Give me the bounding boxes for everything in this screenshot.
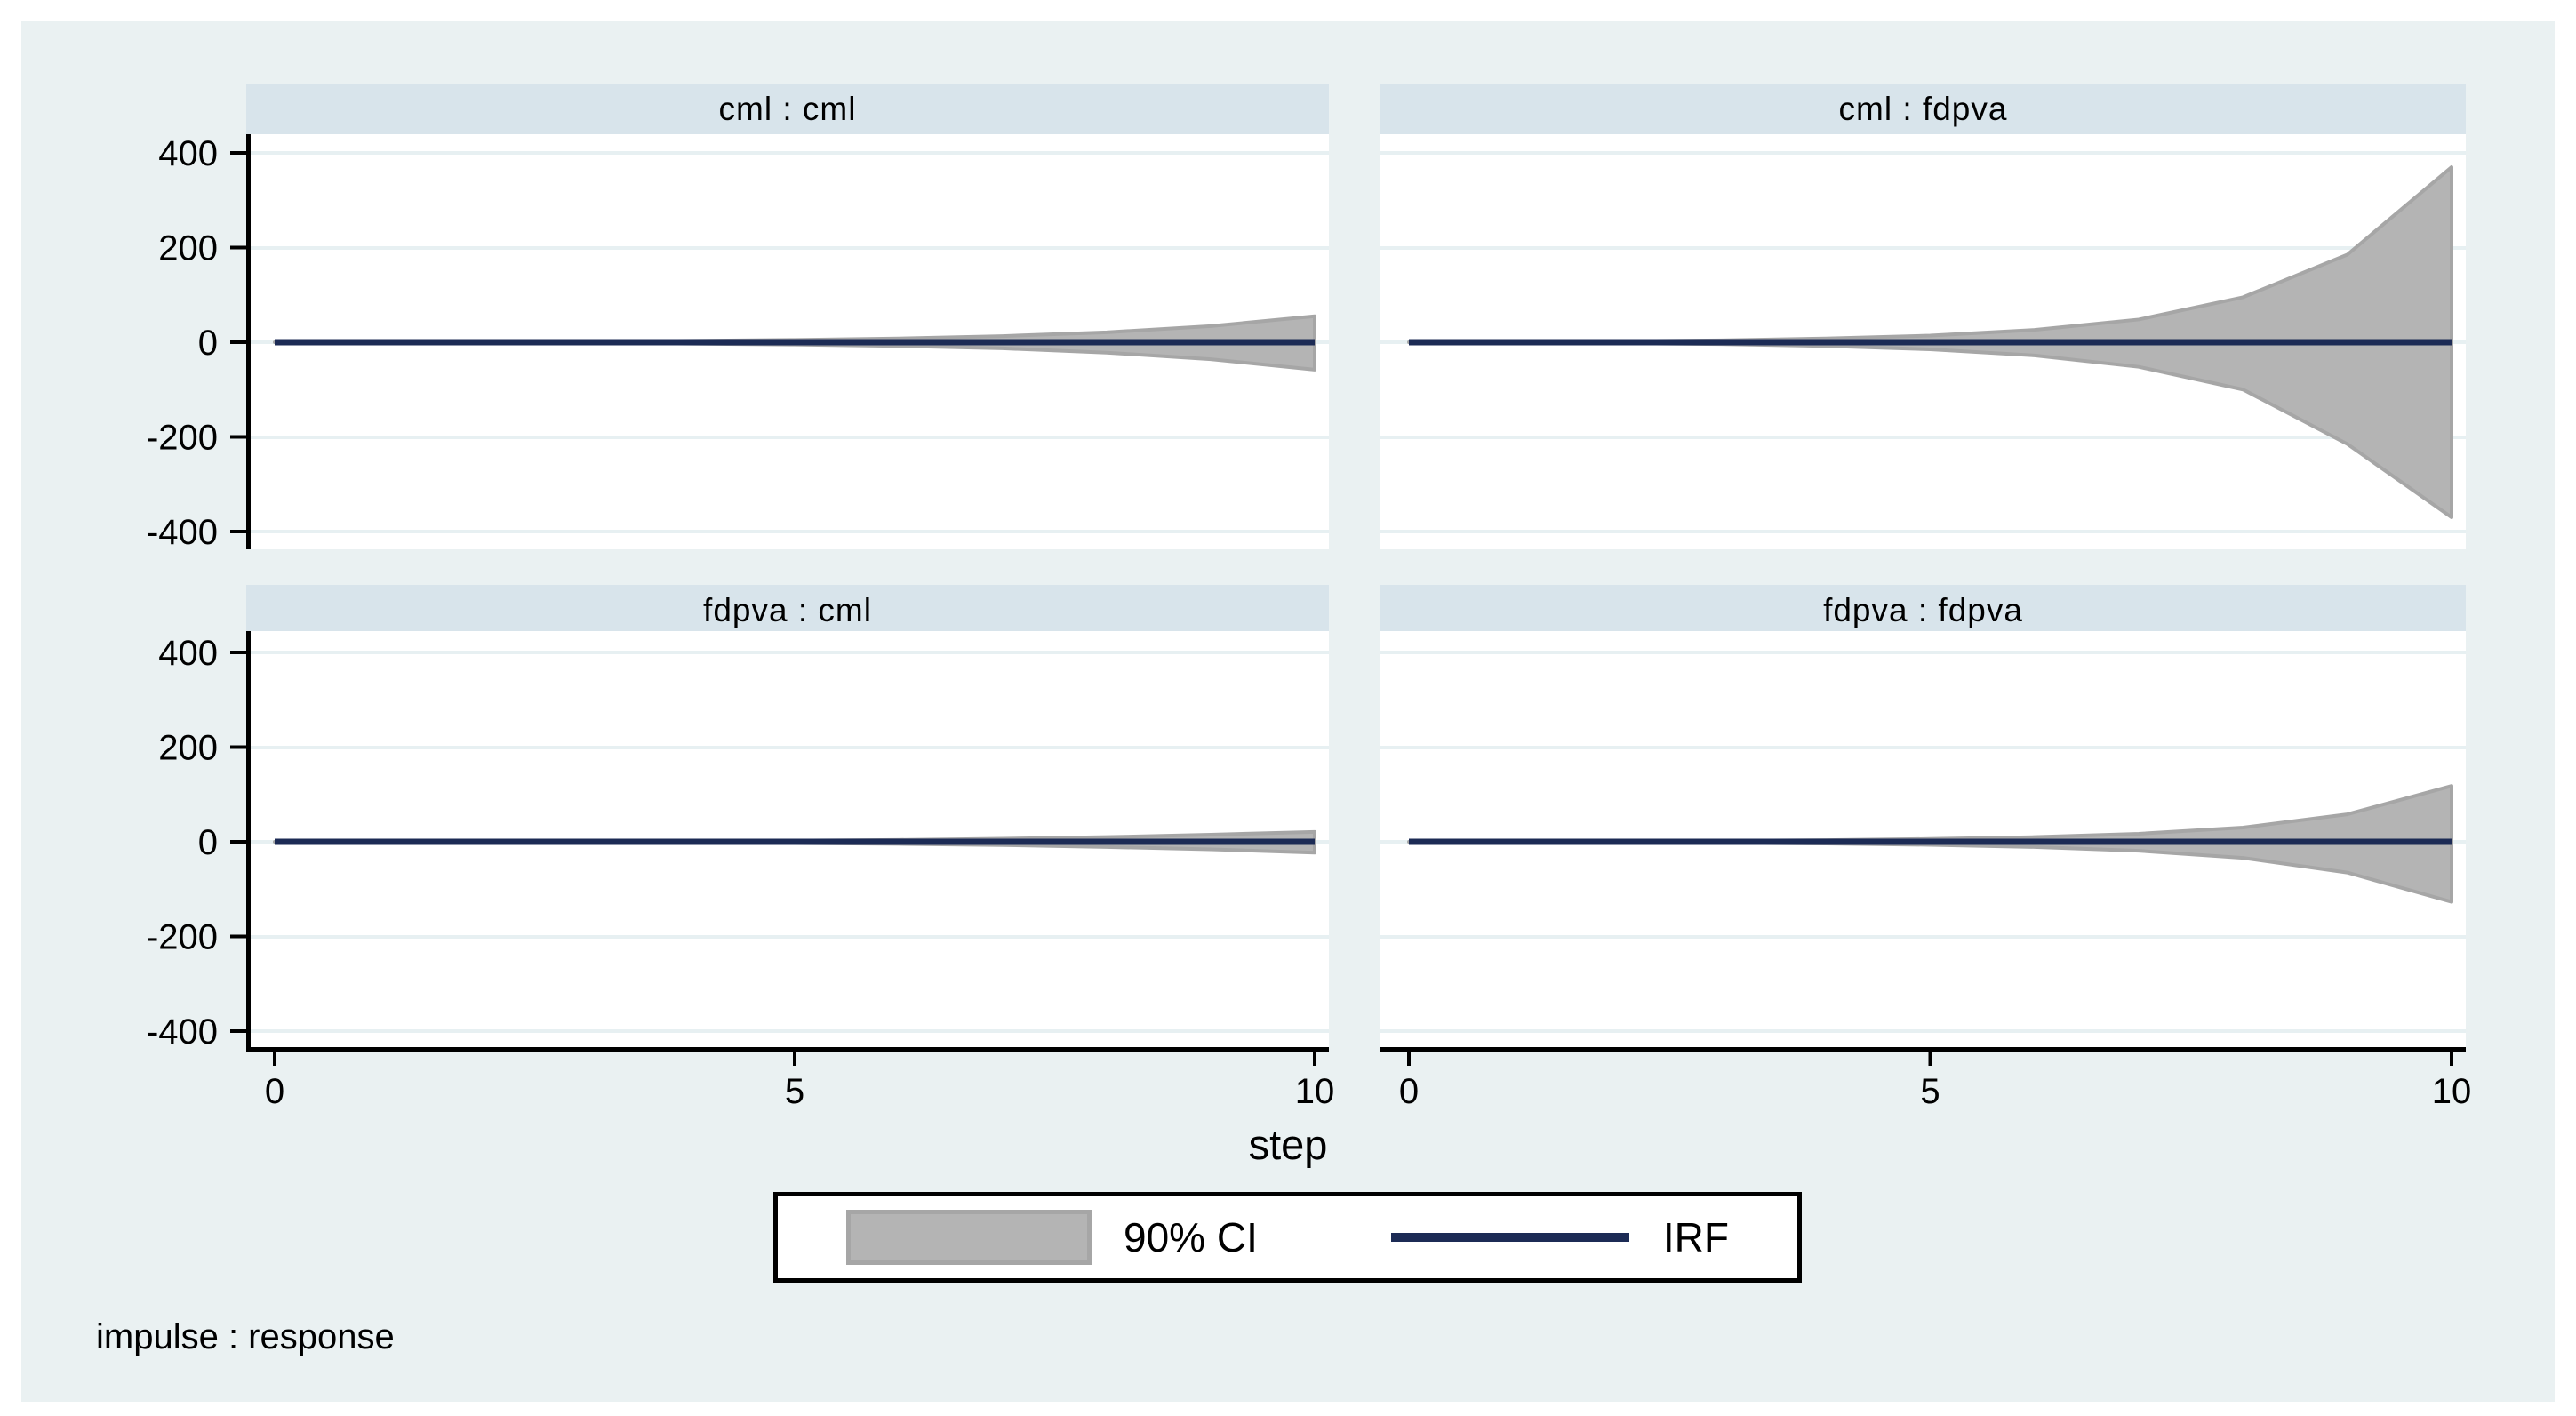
- y-tick-label: 400: [158, 634, 218, 673]
- panel-chart-layer: 400 200 0 -200 -400: [147, 134, 1316, 552]
- x-tick-label: 10: [2432, 1072, 2472, 1111]
- panel-chart-layer: 0 5 10: [1380, 784, 2471, 1111]
- y-tick-label: -200: [147, 419, 218, 458]
- y-tick-label: 0: [198, 823, 218, 862]
- y-tick-label: 200: [158, 729, 218, 768]
- y-tick-label: -400: [147, 1012, 218, 1052]
- panel-plot-cml-fdpva: [1380, 134, 2466, 549]
- gridline-y--400: [1380, 530, 2466, 533]
- gridline-y--200: [246, 435, 1329, 439]
- y-tick-label: -200: [147, 918, 218, 957]
- gridline-y-400: [246, 651, 1329, 654]
- gridline-y--200: [246, 934, 1329, 939]
- panel-title-fdpva-cml: fdpva : cml: [246, 585, 1329, 636]
- x-axis-title: step: [1248, 1121, 1328, 1168]
- gridline-y--400: [246, 530, 1329, 533]
- legend: 90% CI IRF: [773, 1192, 1802, 1283]
- panel-title-fdpva-fdpva: fdpva : fdpva: [1380, 585, 2466, 636]
- gridline-y-200: [1380, 245, 2466, 250]
- panel-chart-layer: [1407, 164, 2453, 520]
- legend-irf-label: IRF: [1662, 1214, 1729, 1260]
- gridline-y-200: [246, 245, 1329, 250]
- panel-plot-fdpva-cml: 400 200 0 -200 -400 0 5 10: [147, 631, 1334, 1111]
- legend-ci-label: 90% CI: [1124, 1214, 1258, 1260]
- legend-ci-swatch: [846, 1210, 1092, 1265]
- gridline-y-200: [246, 745, 1329, 749]
- gridline-y-400: [1380, 651, 2466, 654]
- x-tick-label: 10: [1295, 1072, 1335, 1111]
- gridline-y--200: [1380, 435, 2466, 439]
- y-tick-label: -400: [147, 513, 218, 552]
- gridline-y-200: [1380, 745, 2466, 749]
- x-tick-label: 0: [265, 1072, 284, 1111]
- y-tick-label: 0: [198, 324, 218, 363]
- x-tick-label: 0: [1399, 1072, 1419, 1111]
- panel-chart-layer: 400 200 0 -200 -400 0 5 10: [147, 631, 1334, 1111]
- legend-irf-line: [1390, 1233, 1629, 1242]
- gridline-y--400: [246, 1029, 1329, 1033]
- y-tick-label: 400: [158, 134, 218, 173]
- gridline-y-400: [1380, 151, 2466, 155]
- x-tick-label: 5: [1920, 1072, 1940, 1111]
- panel-plot-fdpva-fdpva: 0 5 10: [1380, 631, 2471, 1111]
- panel-plot-cml-cml: 400 200 0 -200 -400: [147, 134, 1329, 552]
- gridline-y--400: [1380, 1029, 2466, 1033]
- panel-title-cml-cml: cml : cml: [246, 84, 1329, 134]
- x-tick-label: 5: [785, 1072, 804, 1111]
- y-tick-label: 200: [158, 229, 218, 268]
- panel-title-cml-fdpva: cml : fdpva: [1380, 84, 2466, 134]
- gridline-y--200: [1380, 934, 2466, 939]
- footnote-impulse-response: impulse : response: [96, 1317, 395, 1356]
- gridline-y-400: [246, 151, 1329, 155]
